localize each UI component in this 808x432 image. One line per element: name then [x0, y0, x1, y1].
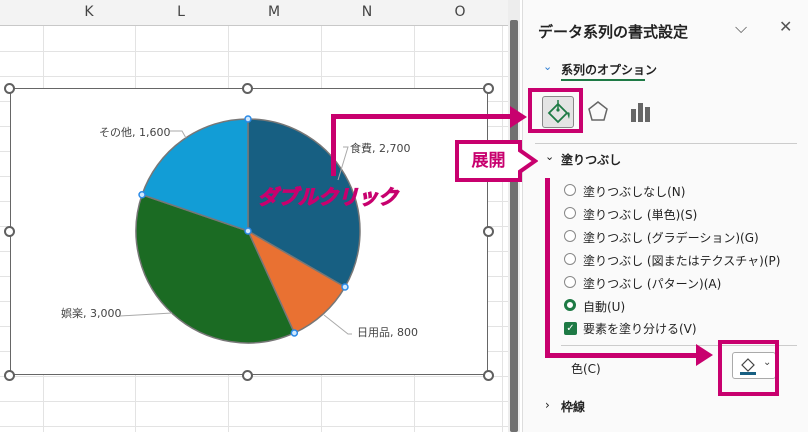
selection-point — [341, 283, 349, 291]
tab-underline — [561, 79, 645, 81]
resize-handle[interactable] — [4, 83, 15, 94]
fill-option-radio[interactable] — [564, 184, 576, 196]
gridline — [0, 426, 508, 427]
leader-line — [119, 312, 173, 317]
annotation-arrowhead — [510, 106, 527, 128]
fill-option-radio[interactable] — [564, 276, 576, 288]
resize-handle[interactable] — [242, 83, 253, 94]
pane-title: データ系列の書式設定 — [538, 23, 689, 41]
annotation-arrowhead — [696, 344, 713, 366]
column-header-k[interactable]: K — [84, 4, 94, 20]
chevron-down-icon: ⌄ — [763, 357, 772, 368]
fill-option-label: 自動(U) — [583, 300, 626, 314]
pie-slice-3[interactable] — [141, 118, 249, 233]
gridline — [502, 0, 503, 432]
resize-handle[interactable] — [483, 226, 494, 237]
callout-pointer — [518, 147, 538, 175]
fill-option-label: 塗りつぶし (単色)(S) — [583, 208, 698, 222]
data-label-entertainment[interactable]: 娯楽, 3,000 — [61, 307, 122, 320]
fill-line-tab-button[interactable] — [542, 96, 574, 128]
selection-point — [138, 190, 146, 199]
format-data-series-pane: データ系列の書式設定 ⌵ ✕ ⌄ 系列のオプション ⌄ 塗りつぶし 塗りつぶしな… — [522, 0, 808, 432]
annotation-arrow-line — [545, 178, 550, 358]
selection-point — [244, 115, 252, 123]
data-label-other[interactable]: その他, 1,600 — [99, 126, 171, 139]
chevron-down-icon: ⌄ — [543, 60, 553, 73]
column-header-n[interactable]: N — [361, 4, 373, 20]
resize-handle[interactable] — [483, 83, 494, 94]
double-click-annotation: ダブルクリック — [257, 184, 398, 209]
column-header-o[interactable]: O — [454, 4, 466, 20]
selection-point — [290, 329, 299, 337]
vary-colors-checkbox[interactable]: ✓ — [564, 322, 577, 335]
border-section-header[interactable]: 枠線 — [561, 400, 586, 414]
effects-pentagon-icon[interactable] — [587, 100, 609, 124]
column-header-row: K L M N O — [0, 0, 508, 26]
column-header-m[interactable]: M — [267, 4, 281, 20]
leader-line — [323, 314, 352, 335]
fill-option-label: 塗りつぶし (図またはテクスチャ)(P) — [583, 254, 781, 268]
data-label-food[interactable]: 食費, 2,700 — [350, 142, 411, 155]
fill-option-label: 塗りつぶしなし(N) — [583, 185, 686, 199]
paint-bucket-icon — [740, 358, 756, 375]
leader-line — [170, 130, 187, 139]
color-label: 色(C) — [571, 362, 601, 376]
paint-bucket-icon — [547, 100, 570, 124]
separator — [561, 345, 797, 346]
gridline — [0, 401, 508, 402]
chevron-down-icon: ⌄ — [545, 150, 555, 163]
series-options-bar-icon[interactable] — [630, 100, 652, 124]
gridline — [0, 51, 508, 52]
leader-line — [337, 146, 349, 181]
column-header-l[interactable]: L — [177, 4, 185, 20]
separator — [535, 143, 797, 144]
selection-point — [244, 227, 252, 235]
pane-options-chevron-icon[interactable]: ⌵ — [735, 18, 748, 37]
gridline — [0, 376, 508, 377]
fill-section-header[interactable]: 塗りつぶし — [561, 153, 622, 167]
fill-tab-highlight — [528, 88, 583, 133]
fill-option-radio[interactable] — [564, 253, 576, 265]
resize-handle[interactable] — [483, 370, 494, 381]
fill-color-dropdown[interactable]: ⌄ — [732, 352, 776, 379]
annotation-arrow-line — [331, 114, 336, 176]
resize-handle[interactable] — [4, 226, 15, 237]
tab-series-options[interactable]: 系列のオプション — [561, 63, 658, 77]
resize-handle[interactable] — [4, 370, 15, 381]
close-icon[interactable]: ✕ — [779, 17, 793, 36]
fill-option-radio[interactable] — [564, 299, 576, 311]
chevron-right-icon: › — [545, 398, 550, 412]
fill-option-radio[interactable] — [564, 230, 576, 242]
spreadsheet-grid[interactable]: K L M N O 食費, 2,700 日用品, 800 娯楽, 3,000 そ… — [0, 0, 508, 432]
gridline — [0, 76, 508, 77]
fill-option-radio[interactable] — [564, 207, 576, 219]
color-button-highlight — [718, 340, 779, 396]
pie-slice-2[interactable] — [135, 193, 296, 344]
pie-chart[interactable] — [0, 0, 508, 432]
fill-option-label: 塗りつぶし (グラデーション)(G) — [583, 231, 759, 245]
data-label-daily[interactable]: 日用品, 800 — [357, 326, 418, 339]
fill-option-label: 塗りつぶし (パターン)(A) — [583, 277, 722, 291]
annotation-arrow-line — [545, 353, 697, 358]
expand-callout: 展開 — [455, 140, 522, 182]
vary-colors-label: 要素を塗り分ける(V) — [583, 322, 697, 336]
resize-handle[interactable] — [242, 370, 253, 381]
scrollbar-thumb[interactable] — [510, 20, 518, 432]
annotation-arrow-line — [331, 114, 513, 119]
